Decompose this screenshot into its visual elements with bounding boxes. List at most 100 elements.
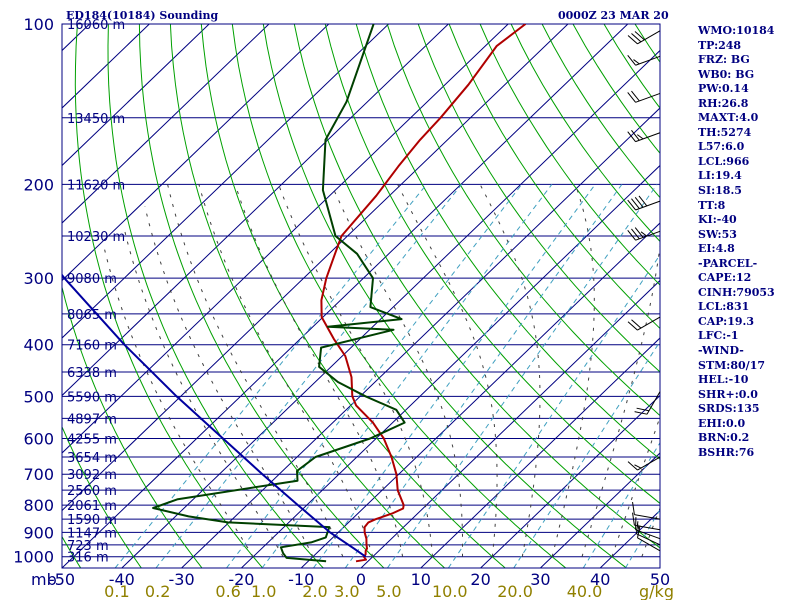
barb-staff (637, 456, 661, 471)
moist-adiabat-line (397, 184, 498, 557)
barb-feather (627, 35, 638, 45)
isotherm-line (241, 164, 660, 568)
mixing-ratio-line (447, 254, 660, 568)
mixing-ratio-label: 10.0 (432, 582, 468, 600)
barb-feather (637, 524, 640, 532)
height-label: 723 m (67, 539, 109, 554)
index-line: SRDS:135 (698, 402, 760, 416)
isotherm-line (62, 24, 629, 568)
index-line: -WIND- (698, 344, 744, 358)
station-title: ED184(10184) Sounding (66, 9, 219, 22)
dry-adiabat-line (448, 24, 660, 330)
height-label: 1590 m (67, 513, 117, 528)
wind-barb (634, 391, 661, 415)
wind-barb (627, 227, 661, 241)
parcel-profile (62, 273, 367, 558)
moist-adiabat-line (331, 184, 463, 557)
pressure-label: 900 (23, 523, 54, 542)
temperature-label: -40 (109, 570, 135, 589)
dry-adiabat-line (386, 24, 660, 417)
mixing-ratio-label: 2.0 (302, 582, 327, 600)
index-line: LCL:831 (698, 300, 750, 314)
mixing-ratio-line (582, 441, 660, 568)
isotherm-line (420, 337, 660, 568)
barb-staff (637, 30, 661, 45)
height-label: 8065 m (67, 308, 117, 323)
temperature-label: 10 (411, 570, 431, 589)
index-line: SHR+:0.0 (698, 387, 758, 401)
barb-staff (635, 132, 661, 143)
barb-feather (634, 411, 648, 415)
index-line: WB0: BG (698, 67, 755, 81)
barb-staff (634, 514, 661, 520)
pressure-label: 600 (23, 430, 54, 449)
barb-staff (646, 391, 661, 415)
isotherm-line (181, 107, 660, 568)
barb-staff (635, 55, 661, 66)
plot-frame (61, 23, 661, 569)
pressure-axis-labels: 100 200 300 400 500 600 700 800 900 1000 mb (13, 15, 56, 589)
mixing-ratio-line (261, 184, 553, 568)
height-label: 3092 m (67, 468, 117, 483)
index-line: HEL:-10 (698, 373, 749, 387)
moist-adiabat-line (103, 244, 254, 557)
index-line: LI:19.4 (698, 169, 742, 183)
mixing-ratio-line (155, 184, 462, 568)
moist-adiabat-line (278, 184, 433, 557)
mixing-ratio-label: 1.0 (251, 582, 276, 600)
dry-adiabat-line (417, 24, 660, 373)
temperature-profile (320, 24, 527, 563)
temperature-label: 0 (356, 570, 366, 589)
index-line: RH:26.8 (698, 96, 749, 110)
wind-barbs (627, 30, 661, 552)
mixing-ratio-lines (114, 184, 660, 568)
height-label: 2560 m (67, 484, 117, 499)
temperature-label: -20 (228, 570, 254, 589)
barb-staff (635, 529, 661, 540)
barb-feather (633, 59, 640, 65)
index-line: PW:0.14 (698, 82, 749, 96)
barb-staff (635, 230, 661, 241)
barb-staff (637, 537, 661, 552)
mixing-ratio-line (387, 184, 658, 568)
temperature-label: -50 (49, 570, 75, 589)
barb-feather (636, 407, 650, 412)
isotherm-line (121, 49, 660, 568)
valid-time: 0000Z 23 MAR 20 (558, 9, 669, 22)
sounding-series (62, 24, 527, 563)
indices-panel: WMO:10184 TP:248 FRZ: BG WB0: BG PW:0.14 RH:2… (698, 24, 775, 460)
barb-feather (634, 31, 645, 41)
isotherm-line (62, 24, 449, 397)
barb-feather (631, 130, 640, 141)
index-line: CAPE:12 (698, 271, 752, 285)
mixing-ratio-line (313, 184, 596, 568)
height-label: 11620 m (67, 178, 125, 193)
barb-feather (627, 131, 636, 142)
index-line: CAP:19.3 (698, 314, 755, 328)
height-label: 10230 m (67, 230, 125, 245)
isotherm-line (62, 24, 210, 167)
moist-adiabat-line (144, 206, 314, 557)
background-lines (62, 24, 660, 568)
height-label: 4255 m (67, 433, 117, 448)
wind-barb (632, 502, 661, 520)
barb-feather (627, 199, 636, 211)
pressure-label: 800 (23, 496, 54, 515)
dry-adiabat-line (355, 24, 660, 460)
index-line: SI:18.5 (698, 184, 742, 198)
barb-feather (627, 461, 638, 471)
barb-feather (635, 521, 639, 534)
isotherm-line (360, 279, 660, 568)
dewpoint-profile (152, 24, 406, 563)
height-label: 4897 m (67, 412, 117, 427)
barb-feather (632, 512, 635, 526)
dry-adiabat-line (262, 24, 627, 568)
index-line: L57:6.0 (698, 140, 745, 154)
mixing-ratio-labels: 0.1 0.2 0.6 1.0 2.0 3.0 5.0 10.0 20.0 40.0 g/kg (104, 582, 674, 600)
wind-barb (627, 30, 661, 45)
barb-feather (631, 33, 642, 43)
height-label: 5590 m (67, 390, 117, 405)
temperature-label: 30 (530, 570, 550, 589)
